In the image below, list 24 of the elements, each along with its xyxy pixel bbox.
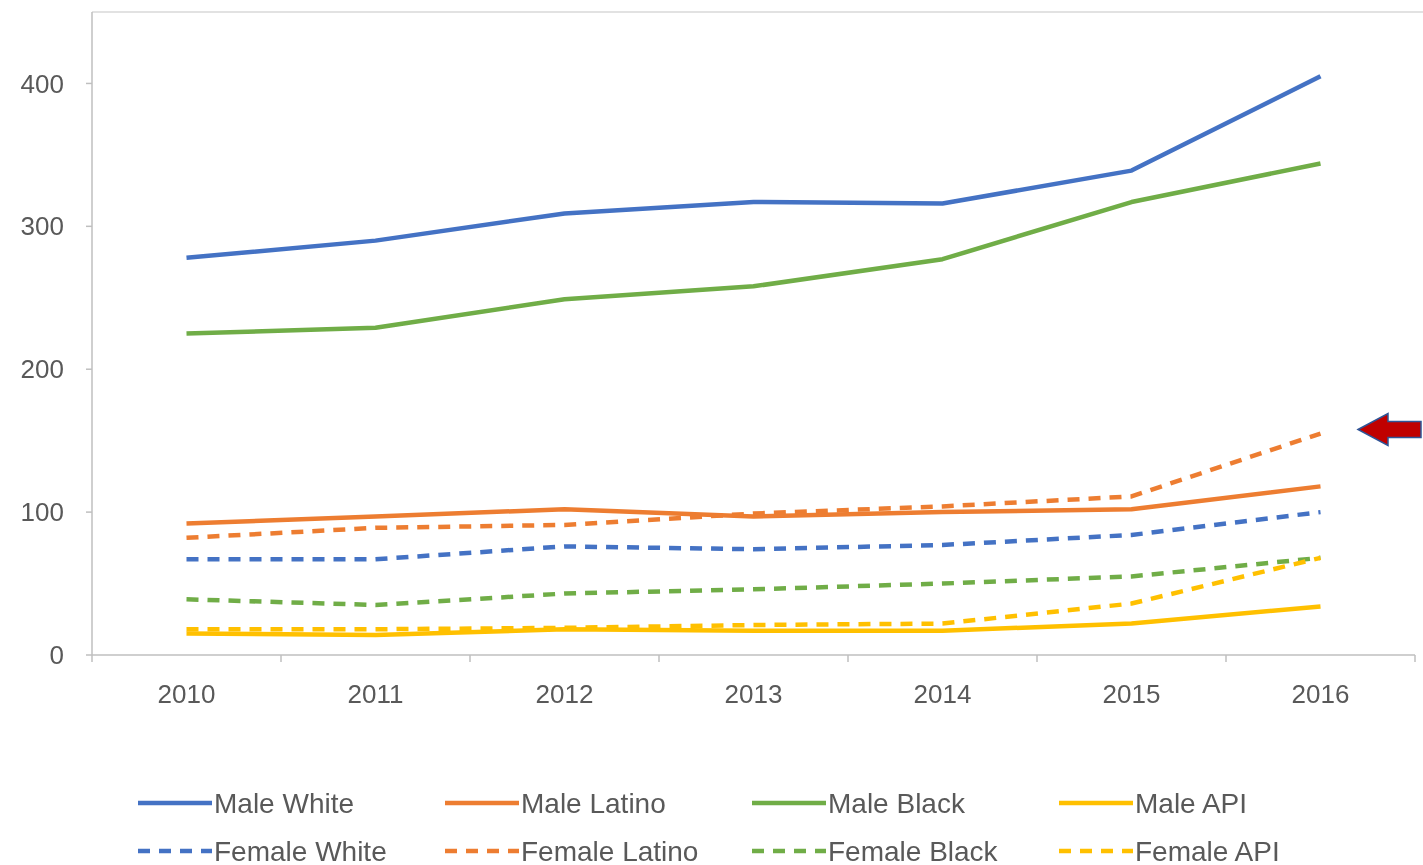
line-series: [184, 431, 1323, 541]
x-tick-label: 2013: [724, 679, 783, 709]
x-tick-label: 2012: [535, 679, 594, 709]
legend-label: Female Latino: [521, 835, 699, 865]
legend-label: Male API: [1135, 787, 1248, 819]
y-tick-label: 100: [20, 497, 64, 528]
line-series: [184, 74, 1323, 261]
legend-label: Male Latino: [521, 787, 666, 819]
legend-label: Female White: [214, 835, 387, 865]
y-tick-label: 0: [49, 640, 64, 671]
x-tick-label: 2016: [1291, 679, 1350, 709]
y-tick-label: 200: [20, 354, 64, 385]
legend-label: Male White: [214, 787, 355, 819]
legend-label: Female API: [1135, 835, 1280, 865]
line-series: [184, 509, 1323, 562]
x-tick-label: 2010: [157, 679, 216, 709]
line-series: [184, 161, 1323, 336]
x-tick-label: 2015: [1102, 679, 1161, 709]
x-tick-label: 2011: [347, 679, 404, 709]
legend-label: Male Black: [828, 787, 966, 819]
x-tick-label: 2014: [913, 679, 972, 709]
y-tick-label: 300: [20, 211, 64, 242]
y-tick-label: 400: [20, 68, 64, 99]
legend-label: Female Black: [828, 835, 999, 865]
